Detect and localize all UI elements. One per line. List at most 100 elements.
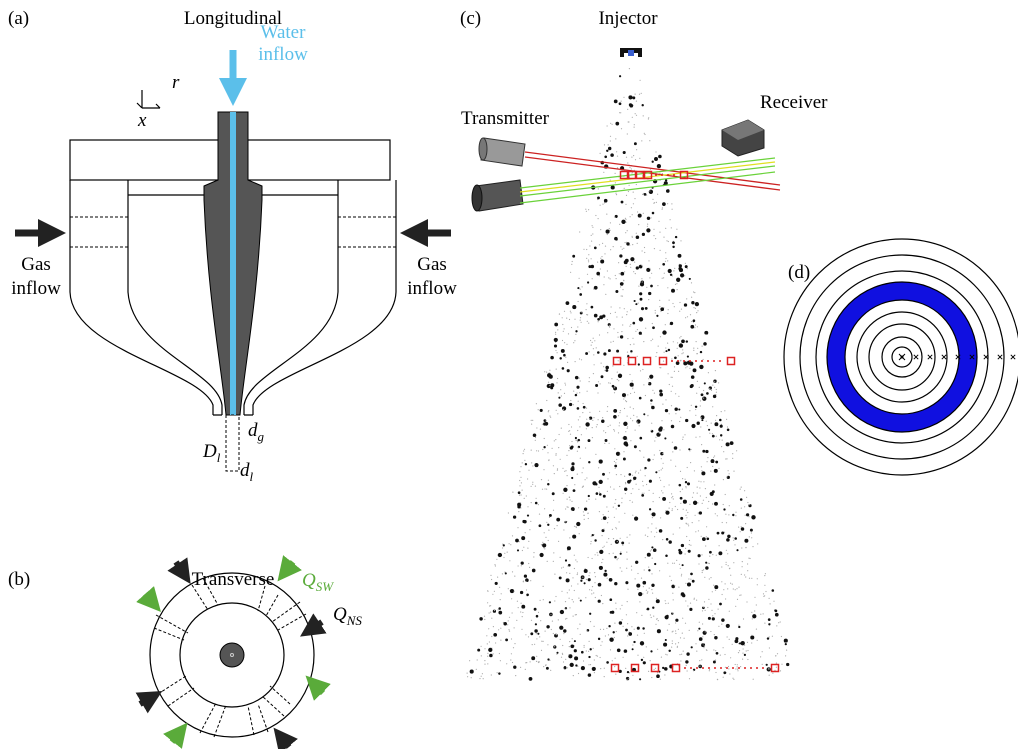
droplet bbox=[701, 466, 702, 467]
droplet bbox=[637, 329, 638, 330]
droplet bbox=[611, 611, 614, 614]
probe-dot bbox=[702, 667, 704, 669]
droplet bbox=[665, 399, 666, 400]
droplet bbox=[600, 383, 601, 384]
droplet bbox=[492, 594, 493, 595]
droplet bbox=[591, 593, 592, 594]
droplet bbox=[565, 659, 566, 660]
droplet bbox=[754, 610, 755, 611]
droplet bbox=[627, 428, 628, 429]
droplet bbox=[627, 311, 628, 312]
droplet bbox=[579, 231, 580, 232]
droplet bbox=[633, 641, 635, 643]
droplet bbox=[569, 607, 570, 608]
droplet bbox=[518, 565, 519, 566]
droplet bbox=[739, 595, 740, 596]
droplet bbox=[693, 291, 694, 292]
droplet bbox=[524, 449, 525, 450]
droplet bbox=[624, 408, 625, 409]
droplet bbox=[650, 399, 653, 402]
droplet bbox=[649, 588, 650, 589]
droplet bbox=[723, 677, 724, 678]
droplet bbox=[698, 563, 699, 564]
droplet bbox=[606, 214, 607, 215]
droplet bbox=[600, 153, 601, 154]
droplet bbox=[611, 306, 612, 307]
droplet bbox=[673, 599, 674, 600]
droplet bbox=[573, 342, 574, 343]
droplet bbox=[553, 465, 554, 466]
droplet bbox=[633, 415, 634, 416]
droplet bbox=[629, 326, 630, 327]
droplet bbox=[520, 466, 521, 467]
droplet bbox=[628, 191, 629, 192]
droplet bbox=[503, 557, 504, 558]
droplet bbox=[613, 631, 615, 633]
droplet bbox=[533, 556, 534, 557]
droplet bbox=[555, 596, 556, 597]
droplet bbox=[615, 674, 616, 675]
droplet bbox=[527, 515, 529, 517]
droplet bbox=[509, 631, 510, 632]
transmitter bbox=[472, 138, 525, 211]
droplet bbox=[489, 654, 493, 658]
droplet bbox=[608, 426, 609, 427]
droplet bbox=[737, 670, 738, 671]
droplet bbox=[648, 383, 649, 384]
droplet bbox=[639, 94, 640, 95]
droplet bbox=[728, 514, 729, 515]
droplet bbox=[681, 595, 682, 596]
droplet bbox=[500, 599, 501, 600]
droplet bbox=[583, 511, 584, 512]
droplet bbox=[659, 268, 660, 269]
droplet bbox=[631, 157, 632, 158]
droplet bbox=[627, 109, 628, 110]
droplet bbox=[702, 537, 706, 541]
droplet bbox=[632, 338, 633, 339]
droplet bbox=[649, 277, 650, 278]
droplet bbox=[621, 502, 622, 503]
droplet bbox=[692, 522, 693, 523]
droplet bbox=[678, 587, 679, 588]
droplet bbox=[741, 547, 742, 548]
droplet bbox=[727, 476, 728, 477]
droplet bbox=[739, 650, 740, 651]
droplet bbox=[710, 577, 711, 578]
droplet bbox=[599, 275, 600, 276]
droplet bbox=[545, 665, 546, 666]
droplet bbox=[585, 422, 589, 426]
droplet bbox=[727, 588, 728, 589]
droplet bbox=[597, 424, 598, 425]
droplet bbox=[566, 572, 567, 573]
droplet bbox=[536, 661, 537, 662]
droplet bbox=[630, 418, 631, 419]
droplet bbox=[737, 669, 738, 670]
droplet bbox=[498, 629, 499, 630]
droplet bbox=[581, 311, 582, 312]
droplet bbox=[649, 140, 650, 141]
droplet bbox=[574, 319, 575, 320]
droplet bbox=[744, 645, 745, 646]
droplet bbox=[619, 412, 620, 413]
droplet bbox=[575, 361, 576, 362]
droplet bbox=[623, 626, 624, 627]
droplet bbox=[588, 254, 589, 255]
droplet bbox=[518, 511, 519, 512]
probe-dot bbox=[708, 667, 710, 669]
droplet bbox=[570, 663, 574, 667]
droplet bbox=[633, 344, 634, 345]
droplet bbox=[662, 497, 666, 501]
panel-label: (d) bbox=[788, 262, 810, 283]
cross bbox=[899, 354, 905, 360]
droplet bbox=[557, 525, 558, 526]
droplet bbox=[713, 585, 714, 586]
droplet bbox=[521, 561, 524, 564]
droplet bbox=[494, 610, 495, 611]
droplet bbox=[507, 624, 508, 625]
droplet bbox=[637, 573, 638, 574]
droplet bbox=[600, 645, 601, 646]
droplet bbox=[518, 491, 521, 494]
droplet bbox=[642, 593, 643, 594]
droplet bbox=[753, 679, 754, 680]
droplet bbox=[717, 679, 718, 680]
